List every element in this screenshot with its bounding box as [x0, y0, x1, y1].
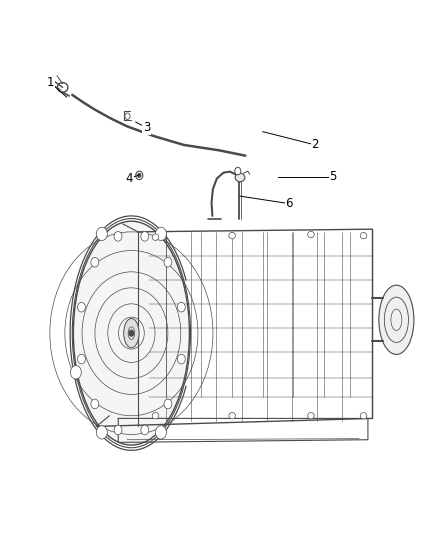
Ellipse shape: [164, 257, 172, 267]
Circle shape: [235, 167, 241, 175]
Text: 5: 5: [329, 171, 336, 183]
Ellipse shape: [114, 231, 122, 241]
Ellipse shape: [124, 318, 139, 348]
Ellipse shape: [177, 354, 185, 364]
Ellipse shape: [152, 413, 159, 419]
Ellipse shape: [164, 399, 172, 409]
Ellipse shape: [71, 366, 81, 379]
Circle shape: [138, 173, 141, 177]
Ellipse shape: [91, 399, 99, 409]
Circle shape: [136, 171, 143, 180]
Ellipse shape: [155, 426, 166, 439]
Text: 2: 2: [311, 139, 319, 151]
Ellipse shape: [177, 302, 185, 312]
Ellipse shape: [155, 227, 166, 240]
Ellipse shape: [360, 232, 367, 239]
Text: 1: 1: [46, 76, 54, 89]
Ellipse shape: [360, 413, 367, 419]
Circle shape: [125, 113, 130, 119]
Ellipse shape: [379, 285, 414, 354]
Text: 4: 4: [125, 172, 133, 185]
Ellipse shape: [152, 234, 159, 240]
Ellipse shape: [235, 173, 245, 182]
Ellipse shape: [114, 425, 122, 435]
Ellipse shape: [78, 302, 85, 312]
Ellipse shape: [96, 426, 107, 439]
Ellipse shape: [229, 232, 236, 239]
Text: 6: 6: [285, 197, 293, 210]
Ellipse shape: [307, 413, 314, 419]
Text: 3: 3: [143, 122, 150, 134]
Circle shape: [129, 330, 134, 336]
Ellipse shape: [74, 221, 189, 445]
Ellipse shape: [78, 354, 85, 364]
Ellipse shape: [141, 231, 149, 241]
Ellipse shape: [91, 257, 99, 267]
Ellipse shape: [229, 413, 236, 419]
Ellipse shape: [141, 425, 149, 435]
Ellipse shape: [307, 231, 314, 238]
Ellipse shape: [96, 227, 107, 240]
